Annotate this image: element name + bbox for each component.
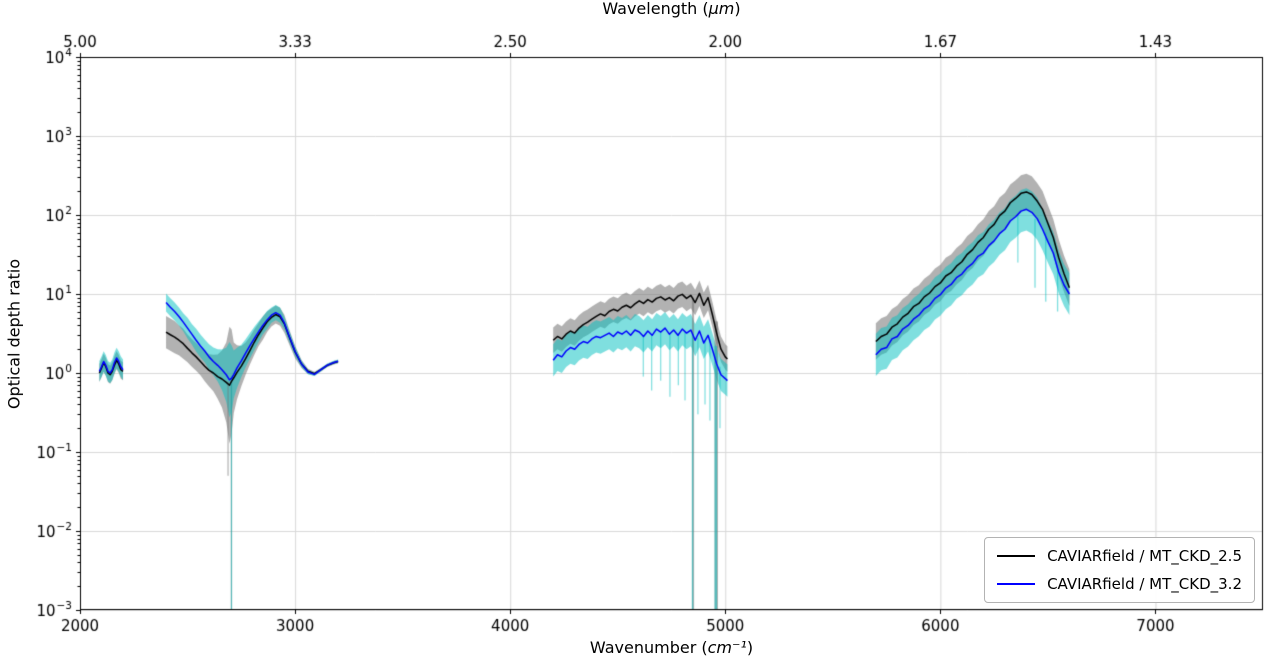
legend-label: CAVIARfield / MT_CKD_3.2 [1047,575,1242,593]
top-axis-title-close: ) [734,0,741,18]
top-axis-unit: μm [708,0,735,18]
legend-label: CAVIARfield / MT_CKD_2.5 [1047,547,1242,565]
black-line-swatch-icon [997,555,1036,557]
x-axis-unit: cm⁻¹ [707,638,747,657]
blue-line-swatch-icon [997,583,1036,585]
top-axis-title: Wavelength (μm) [80,0,1263,18]
top-axis-title-text: Wavelength ( [602,0,709,18]
x-axis-title-text: Wavenumber ( [589,638,708,657]
legend-entry-mtckd25: CAVIARfield / MT_CKD_2.5 [997,547,1242,565]
y-axis-title: Optical depth ratio [4,258,24,410]
x-axis-title-close: ) [746,638,754,657]
x-axis-title: Wavenumber (cm⁻¹) [80,638,1263,657]
legend-entry-mtckd32: CAVIARfield / MT_CKD_3.2 [997,575,1242,593]
legend: CAVIARfield / MT_CKD_2.5 CAVIARfield / M… [984,537,1255,603]
